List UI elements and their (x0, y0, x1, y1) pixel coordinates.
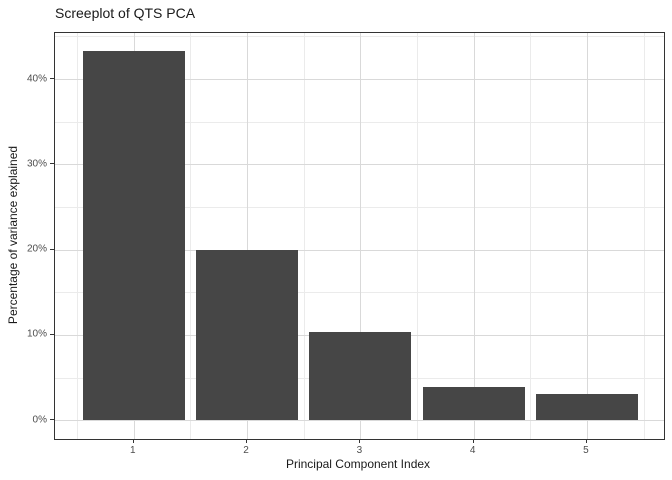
bar-pc2 (196, 249, 299, 421)
gridline-minor-vertical (643, 33, 645, 439)
chart-title: Screeplot of QTS PCA (55, 5, 196, 21)
x-tick-label: 4 (469, 445, 476, 456)
x-tick-label: 2 (243, 445, 249, 456)
gridline-major-vertical (360, 33, 362, 439)
x-axis-title: Principal Component Index (285, 457, 431, 471)
y-tick-label: 10% (26, 328, 47, 340)
gridline-minor-vertical (417, 33, 418, 439)
gridline-minor-horizontal (55, 121, 664, 123)
gridline-minor-vertical (530, 33, 532, 439)
x-tick-label: 3 (356, 445, 363, 456)
gridline-minor-vertical (77, 33, 79, 439)
gridline-major-horizontal (55, 79, 664, 81)
y-tick-label: 0% (32, 414, 47, 426)
gridline-minor-horizontal (55, 292, 664, 294)
gridline-major-vertical (586, 33, 588, 439)
gridline-minor-vertical (303, 33, 305, 439)
bar-pc3 (309, 331, 412, 421)
gridline-major-horizontal (55, 420, 664, 422)
bar-pc1 (82, 50, 185, 421)
bar-pc4 (422, 386, 525, 421)
gridline-major-vertical (473, 33, 475, 439)
gridline-minor-vertical (190, 33, 192, 439)
gridline-minor-horizontal (55, 207, 664, 208)
x-tick-label: 5 (583, 445, 589, 456)
plot-panel (54, 32, 665, 440)
x-tick-label: 1 (129, 445, 136, 456)
bar-pc5 (535, 393, 638, 421)
y-axis-title: Percentage of variance explained (6, 145, 20, 325)
gridline-major-horizontal (55, 164, 664, 166)
gridline-major-vertical (247, 33, 249, 439)
y-tick-label: 40% (26, 73, 47, 85)
gridline-minor-horizontal (55, 36, 664, 38)
gridline-major-horizontal (55, 249, 664, 251)
